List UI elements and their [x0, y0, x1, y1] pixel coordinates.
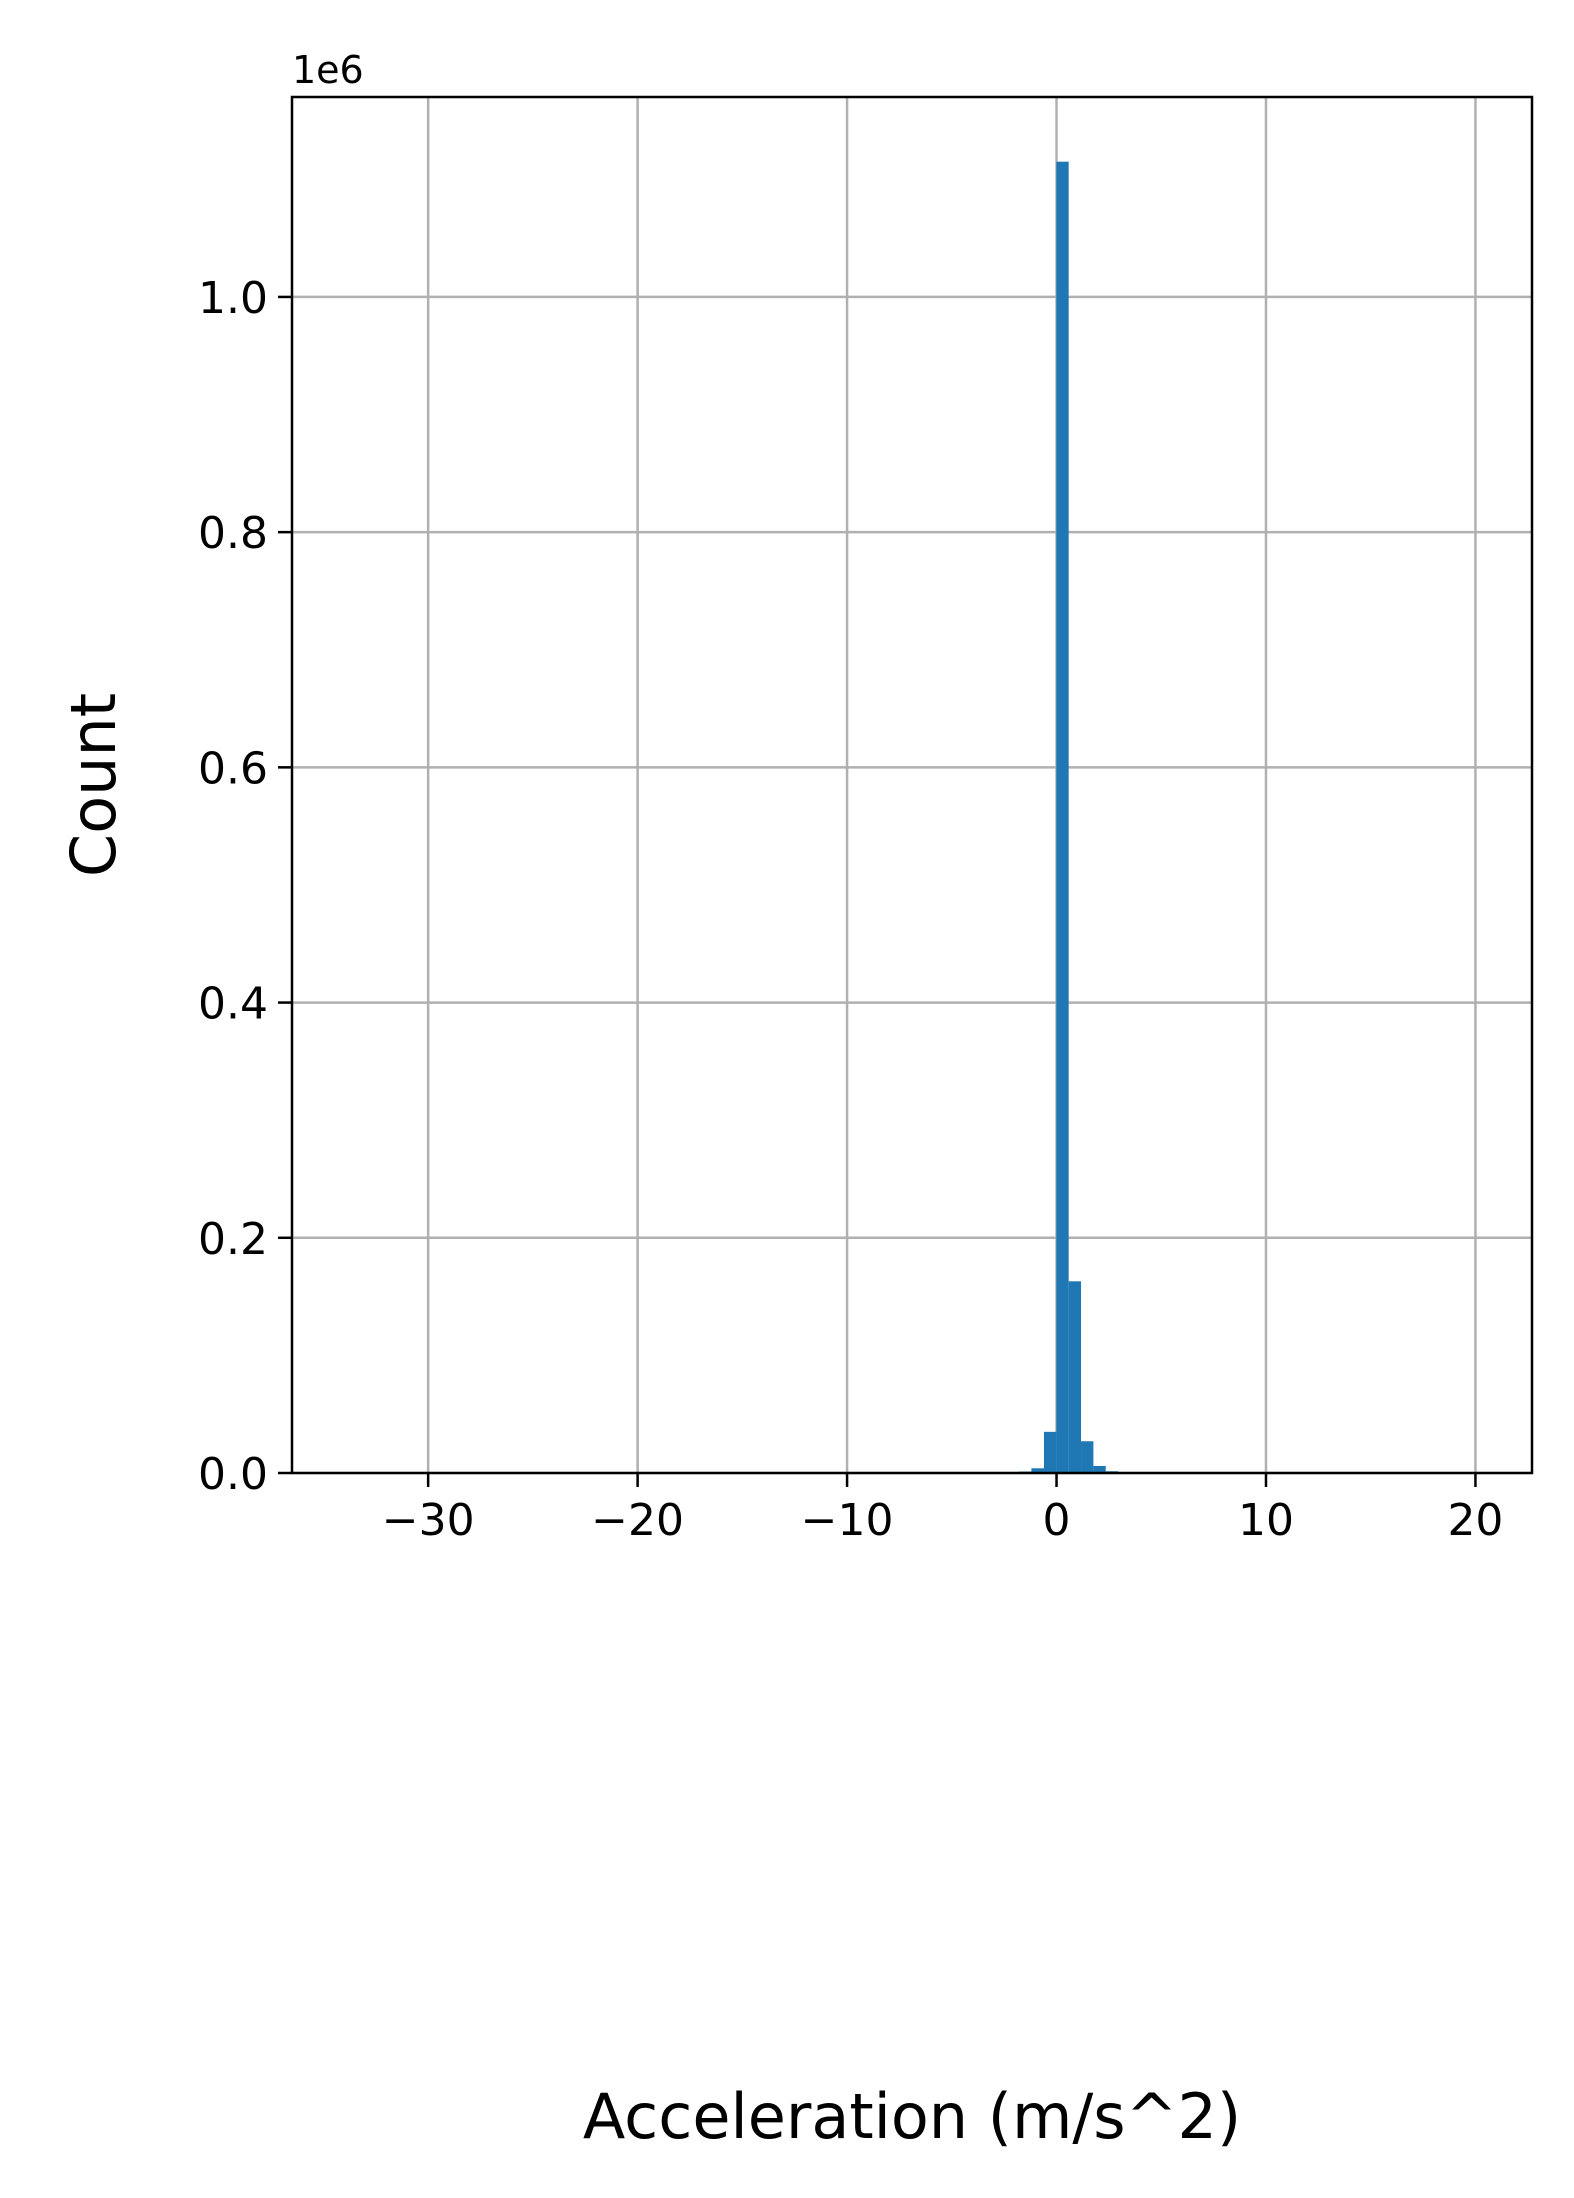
histogram-bar: [1056, 161, 1069, 1474]
y-tick-label: 0.0: [198, 1449, 268, 1500]
x-tick-label: −10: [801, 1495, 894, 1546]
histogram-bar: [1043, 1431, 1057, 1473]
x-tick-label: 0: [1043, 1495, 1071, 1546]
y-tick-label: 0.6: [198, 743, 268, 794]
plot-frame: [290, 95, 1534, 1475]
grid-lines: [292, 97, 1532, 1475]
histogram-bar: [1068, 1281, 1082, 1473]
y-tick-label: 0.2: [198, 1214, 268, 1265]
histogram-bar: [1031, 1468, 1044, 1473]
y-tick-label: 0.8: [198, 508, 268, 559]
y-tick-label: 1.0: [198, 273, 268, 324]
y-tick-label: 0.4: [198, 979, 268, 1030]
x-axis-label: Acceleration (m/s^2): [583, 2080, 1241, 2153]
histogram-bars: [1018, 161, 1119, 1474]
x-axis-ticks: −30 −20 −10 0 10 20: [382, 1473, 1503, 1546]
x-tick-label: 10: [1238, 1495, 1294, 1546]
x-tick-label: −20: [591, 1495, 684, 1546]
y-axis-ticks: 0.0 0.2 0.4 0.6 0.8 1.0: [198, 273, 292, 1500]
y-axis-offset-label: 1e6: [292, 48, 364, 92]
x-tick-label: −30: [382, 1495, 475, 1546]
x-tick-label: 20: [1447, 1495, 1503, 1546]
y-axis-label: Count: [57, 693, 130, 877]
histogram-bar: [1081, 1441, 1094, 1473]
histogram-bar: [1093, 1465, 1106, 1473]
